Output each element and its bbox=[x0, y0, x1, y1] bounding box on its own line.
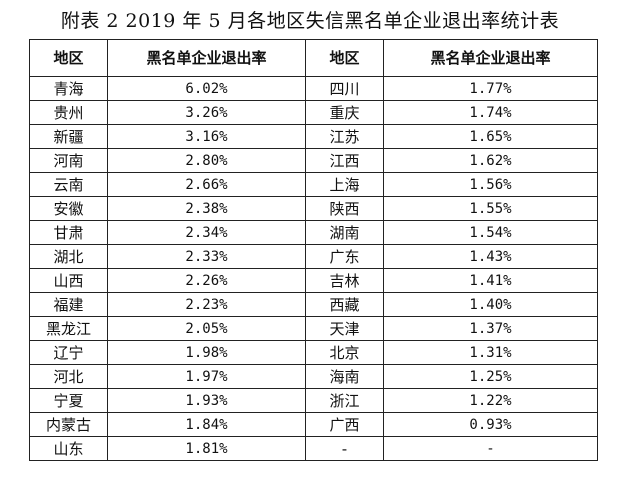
header-region-left: 地区 bbox=[29, 39, 108, 77]
cell-rate-right: 1.65% bbox=[383, 124, 598, 149]
table-row: 云南 2.66% 上海 1.56% bbox=[29, 172, 598, 197]
cell-region-right: 海南 bbox=[305, 364, 384, 389]
cell-region-left: 黑龙江 bbox=[29, 316, 108, 341]
cell-rate-right: 1.25% bbox=[383, 364, 598, 389]
cell-rate-right: 1.22% bbox=[383, 388, 598, 413]
cell-rate-left: 2.66% bbox=[107, 172, 306, 197]
table-row: 山东 1.81% - - bbox=[29, 436, 598, 461]
cell-region-right: 北京 bbox=[305, 340, 384, 365]
table-row: 黑龙江 2.05% 天津 1.37% bbox=[29, 316, 598, 341]
header-row: 地区 黑名单企业退出率 地区 黑名单企业退出率 bbox=[29, 39, 598, 77]
cell-region-left: 新疆 bbox=[29, 124, 108, 149]
table-row: 山西 2.26% 吉林 1.41% bbox=[29, 268, 598, 293]
cell-region-right: - bbox=[305, 436, 384, 461]
cell-region-left: 内蒙古 bbox=[29, 412, 108, 437]
table-row: 辽宁 1.98% 北京 1.31% bbox=[29, 340, 598, 365]
table-row: 福建 2.23% 西藏 1.40% bbox=[29, 292, 598, 317]
cell-rate-right: 0.93% bbox=[383, 412, 598, 437]
table-row: 安徽 2.38% 陕西 1.55% bbox=[29, 196, 598, 221]
cell-region-left: 河南 bbox=[29, 148, 108, 173]
cell-rate-right: 1.31% bbox=[383, 340, 598, 365]
cell-rate-left: 1.84% bbox=[107, 412, 306, 437]
cell-rate-left: 2.26% bbox=[107, 268, 306, 293]
cell-rate-left: 2.33% bbox=[107, 244, 306, 269]
cell-region-right: 天津 bbox=[305, 316, 384, 341]
table-row: 新疆 3.16% 江苏 1.65% bbox=[29, 124, 598, 149]
cell-rate-left: 1.97% bbox=[107, 364, 306, 389]
cell-rate-left: 3.16% bbox=[107, 124, 306, 149]
cell-region-left: 辽宁 bbox=[29, 340, 108, 365]
cell-rate-right: 1.37% bbox=[383, 316, 598, 341]
cell-region-left: 福建 bbox=[29, 292, 108, 317]
table-row: 甘肃 2.34% 湖南 1.54% bbox=[29, 220, 598, 245]
cell-region-right: 湖南 bbox=[305, 220, 384, 245]
cell-region-right: 江西 bbox=[305, 148, 384, 173]
cell-region-right: 广东 bbox=[305, 244, 384, 269]
table-row: 贵州 3.26% 重庆 1.74% bbox=[29, 100, 598, 125]
cell-rate-right: 1.62% bbox=[383, 148, 598, 173]
table-row: 河南 2.80% 江西 1.62% bbox=[29, 148, 598, 173]
cell-rate-right: 1.54% bbox=[383, 220, 598, 245]
table-row: 湖北 2.33% 广东 1.43% bbox=[29, 244, 598, 269]
cell-rate-left: 3.26% bbox=[107, 100, 306, 125]
cell-rate-right: - bbox=[383, 436, 598, 461]
cell-region-left: 河北 bbox=[29, 364, 108, 389]
cell-region-left: 云南 bbox=[29, 172, 108, 197]
cell-rate-left: 1.81% bbox=[107, 436, 306, 461]
header-region-right: 地区 bbox=[305, 39, 384, 77]
cell-region-left: 山东 bbox=[29, 436, 108, 461]
cell-region-left: 山西 bbox=[29, 268, 108, 293]
cell-region-left: 宁夏 bbox=[29, 388, 108, 413]
table-title: 附表 2 2019 年 5 月各地区失信黑名单企业退出率统计表 bbox=[60, 10, 560, 32]
cell-region-right: 西藏 bbox=[305, 292, 384, 317]
cell-rate-left: 2.34% bbox=[107, 220, 306, 245]
cell-rate-left: 2.23% bbox=[107, 292, 306, 317]
table-row: 青海 6.02% 四川 1.77% bbox=[29, 76, 598, 101]
cell-rate-left: 2.38% bbox=[107, 196, 306, 221]
table-body: 青海 6.02% 四川 1.77% 贵州 3.26% 重庆 1.74% 新疆 3.16% 江苏 1.6… bbox=[29, 76, 598, 461]
cell-rate-right: 1.41% bbox=[383, 268, 598, 293]
cell-rate-right: 1.55% bbox=[383, 196, 598, 221]
cell-region-right: 陕西 bbox=[305, 196, 384, 221]
cell-region-right: 上海 bbox=[305, 172, 384, 197]
table-row: 河北 1.97% 海南 1.25% bbox=[29, 364, 598, 389]
cell-region-left: 安徽 bbox=[29, 196, 108, 221]
cell-region-right: 浙江 bbox=[305, 388, 384, 413]
cell-region-right: 江苏 bbox=[305, 124, 384, 149]
cell-region-right: 广西 bbox=[305, 412, 384, 437]
cell-rate-right: 1.56% bbox=[383, 172, 598, 197]
header-rate-right: 黑名单企业退出率 bbox=[383, 39, 598, 77]
cell-rate-left: 2.05% bbox=[107, 316, 306, 341]
exit-rate-table: 地区 黑名单企业退出率 地区 黑名单企业退出率 青海 6.02% 四川 1.77% 贵州… bbox=[29, 39, 598, 461]
cell-rate-left: 1.93% bbox=[107, 388, 306, 413]
cell-rate-right: 1.40% bbox=[383, 292, 598, 317]
header-rate-left: 黑名单企业退出率 bbox=[107, 39, 306, 77]
cell-region-left: 湖北 bbox=[29, 244, 108, 269]
table-row: 内蒙古 1.84% 广西 0.93% bbox=[29, 412, 598, 437]
cell-rate-right: 1.43% bbox=[383, 244, 598, 269]
cell-region-right: 重庆 bbox=[305, 100, 384, 125]
cell-rate-left: 2.80% bbox=[107, 148, 306, 173]
table-row: 宁夏 1.93% 浙江 1.22% bbox=[29, 388, 598, 413]
cell-region-left: 贵州 bbox=[29, 100, 108, 125]
cell-region-left: 青海 bbox=[29, 76, 108, 101]
cell-rate-right: 1.77% bbox=[383, 76, 598, 101]
cell-rate-right: 1.74% bbox=[383, 100, 598, 125]
cell-region-left: 甘肃 bbox=[29, 220, 108, 245]
cell-rate-left: 1.98% bbox=[107, 340, 306, 365]
cell-region-right: 吉林 bbox=[305, 268, 384, 293]
cell-region-right: 四川 bbox=[305, 76, 384, 101]
cell-rate-left: 6.02% bbox=[107, 76, 306, 101]
